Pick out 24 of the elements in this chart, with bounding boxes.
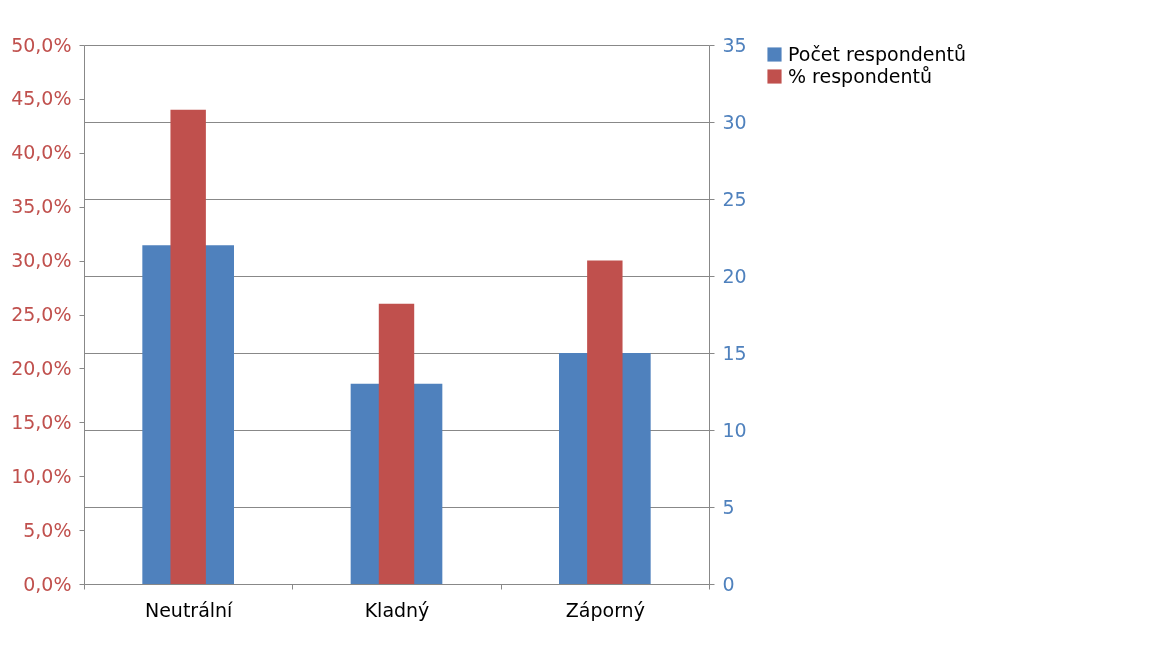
y2-tick-label: 15 xyxy=(722,341,747,364)
y-tick-label: 30,0% xyxy=(11,249,72,272)
x-tick-label: Kladný xyxy=(364,598,430,621)
y2-tick-label: 0 xyxy=(722,572,735,595)
y-tick-label: 40,0% xyxy=(11,141,72,164)
y-tick-label: 45,0% xyxy=(11,87,72,110)
y2-tick-label: 35 xyxy=(722,33,747,56)
y-tick-label: 35,0% xyxy=(11,195,72,218)
y-tick-label: 10,0% xyxy=(11,464,72,487)
legend-label: % respondentů xyxy=(788,64,933,87)
y2-tick-label: 20 xyxy=(722,264,747,287)
y2-tick-label: 25 xyxy=(722,187,747,210)
y2-tick-label: 5 xyxy=(722,495,735,518)
y-tick-label: 15,0% xyxy=(11,410,72,433)
y-tick-label: 0,0% xyxy=(23,572,72,595)
y2-tick-label: 30 xyxy=(722,110,747,133)
legend-label: Počet respondentů xyxy=(788,42,967,65)
y2-tick-label: 10 xyxy=(722,418,747,441)
x-tick-label: Záporný xyxy=(565,598,645,621)
y-tick-label: 25,0% xyxy=(11,303,72,325)
y-tick-label: 50,0% xyxy=(11,33,72,56)
y-tick-label: 20,0% xyxy=(11,356,72,379)
x-tick-label: Neutrální xyxy=(144,598,234,621)
y-tick-label: 5,0% xyxy=(23,518,72,541)
